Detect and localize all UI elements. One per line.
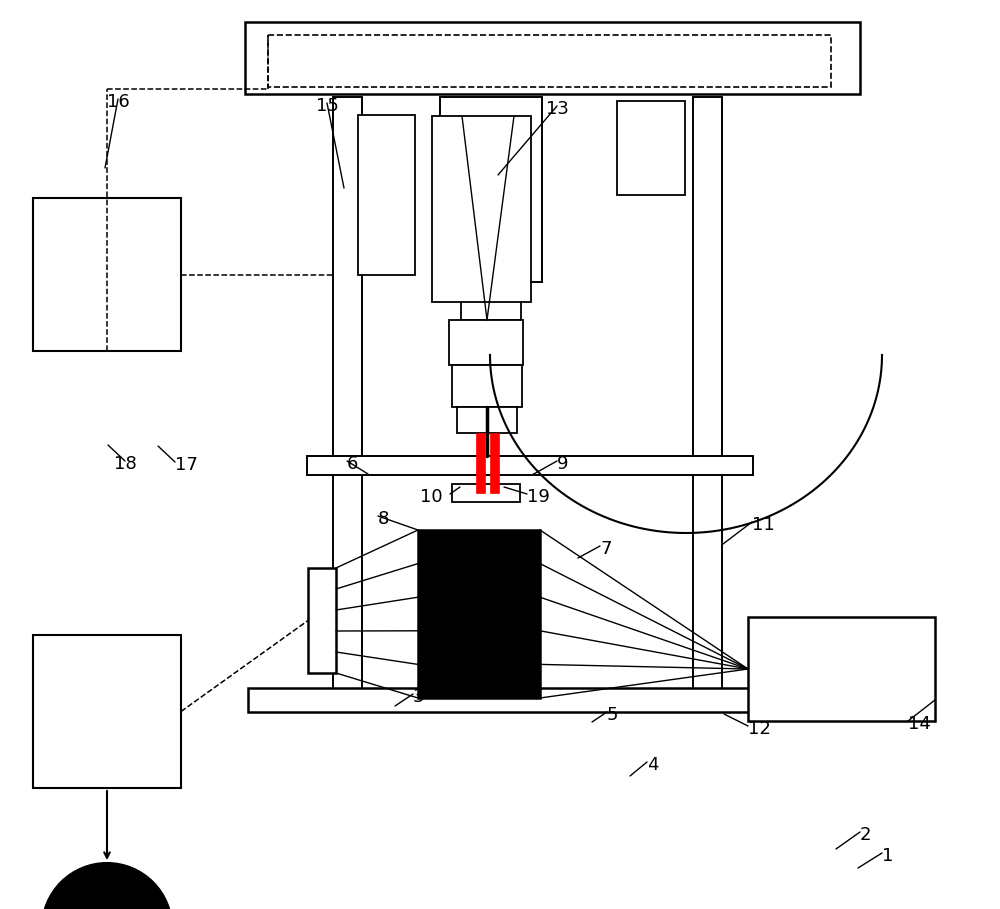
Bar xyxy=(268,35,831,87)
Bar xyxy=(449,320,523,365)
Text: 12: 12 xyxy=(748,720,771,738)
Text: 18: 18 xyxy=(114,455,136,473)
Bar xyxy=(452,365,522,407)
Text: 7: 7 xyxy=(600,540,612,558)
Text: 1: 1 xyxy=(882,847,893,865)
Bar xyxy=(333,97,362,697)
Bar xyxy=(418,530,540,698)
Text: 8: 8 xyxy=(378,510,389,528)
Text: 13: 13 xyxy=(546,100,568,118)
Bar xyxy=(452,484,520,502)
Bar xyxy=(308,568,336,673)
Bar xyxy=(693,97,722,697)
Bar xyxy=(440,97,542,282)
Text: 9: 9 xyxy=(557,455,568,473)
Bar xyxy=(33,635,181,788)
Bar xyxy=(432,116,531,302)
Bar xyxy=(245,22,860,94)
Bar xyxy=(457,407,517,433)
Bar xyxy=(748,617,935,721)
Text: 15: 15 xyxy=(316,97,338,115)
Bar xyxy=(476,433,485,493)
Text: 2: 2 xyxy=(860,826,872,844)
Text: 16: 16 xyxy=(107,93,129,111)
Text: 10: 10 xyxy=(420,488,443,506)
Text: 17: 17 xyxy=(175,456,198,474)
Text: 14: 14 xyxy=(908,715,931,733)
Text: 3: 3 xyxy=(413,688,424,706)
Circle shape xyxy=(42,863,172,909)
Text: 11: 11 xyxy=(752,516,775,534)
Text: 4: 4 xyxy=(647,756,658,774)
Text: 5: 5 xyxy=(607,706,618,724)
Bar xyxy=(461,282,521,320)
Bar xyxy=(307,456,753,475)
Text: 19: 19 xyxy=(527,488,550,506)
Text: 6: 6 xyxy=(347,455,358,473)
Bar xyxy=(358,115,415,275)
Bar xyxy=(490,433,499,493)
Bar xyxy=(33,198,181,351)
Bar xyxy=(617,101,685,195)
Bar xyxy=(248,688,831,712)
